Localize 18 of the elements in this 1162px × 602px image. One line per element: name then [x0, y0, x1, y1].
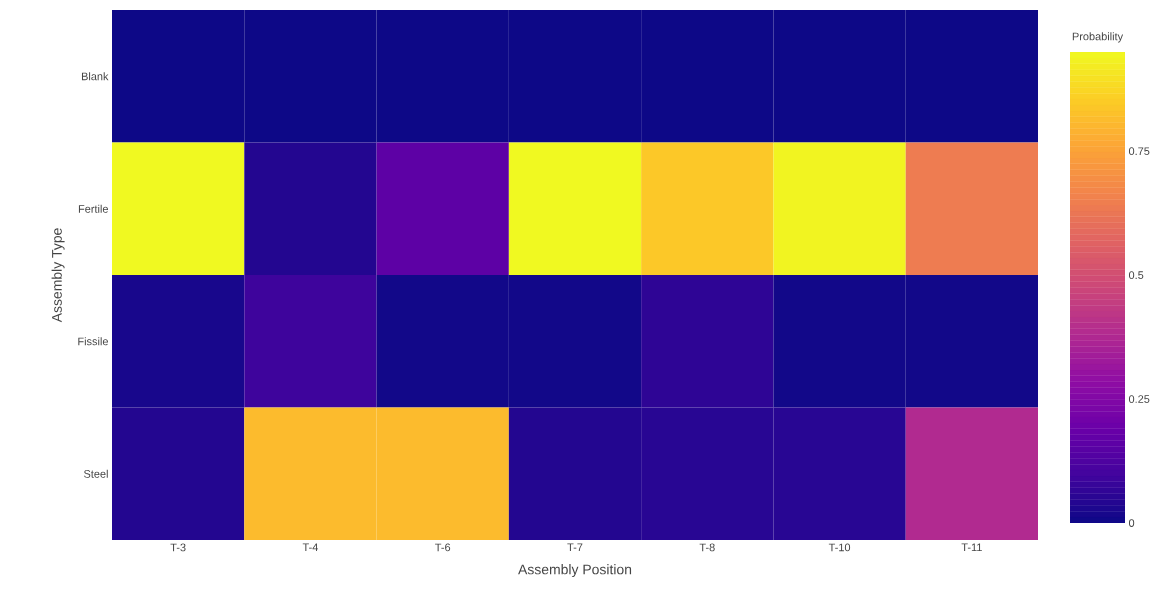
y-tick-label: Fissile — [78, 337, 108, 346]
color-bar-label: 0.25 — [1128, 395, 1150, 403]
x-tick-label: T-11 — [961, 543, 982, 552]
x-tick-label: T-6 — [435, 543, 451, 552]
x-tick-label: T-10 — [828, 543, 851, 552]
x-tick-label: T-7 — [567, 543, 583, 552]
color-bar-label: 0.75 — [1128, 147, 1150, 156]
color-bar-label: 0 — [1128, 519, 1135, 527]
x-tick-label: T-3 — [170, 543, 186, 552]
y-axis-title: Assembly Type — [51, 228, 65, 323]
y-tick-label: Blank — [81, 72, 109, 81]
x-tick-label: T-4 — [302, 543, 319, 552]
x-tick-label: T-8 — [699, 543, 715, 552]
y-tick-label: Steel — [84, 469, 108, 478]
color-bar-label: 0.5 — [1128, 271, 1144, 279]
y-tick-label: Fertile — [78, 204, 108, 213]
color-bar-title: Probability — [1072, 32, 1124, 43]
x-axis-title: Assembly Position — [518, 564, 632, 578]
